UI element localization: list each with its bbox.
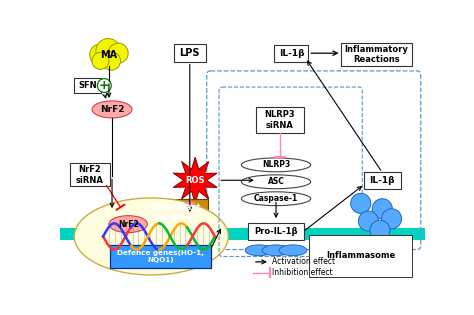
- Text: Inflammatory
Reactions: Inflammatory Reactions: [344, 45, 408, 65]
- Text: Inflammasome: Inflammasome: [326, 251, 395, 260]
- Text: LPS: LPS: [180, 48, 200, 58]
- Circle shape: [102, 52, 120, 70]
- FancyBboxPatch shape: [364, 172, 401, 189]
- Circle shape: [382, 209, 401, 229]
- FancyBboxPatch shape: [274, 45, 309, 62]
- Ellipse shape: [241, 158, 310, 172]
- Circle shape: [372, 199, 392, 219]
- Circle shape: [351, 193, 371, 213]
- FancyBboxPatch shape: [248, 223, 304, 240]
- Text: NLRP3: NLRP3: [262, 160, 290, 169]
- Circle shape: [90, 44, 111, 66]
- Circle shape: [108, 43, 128, 63]
- Text: Pro-IL-1β: Pro-IL-1β: [254, 227, 298, 236]
- Ellipse shape: [279, 245, 307, 256]
- Text: +: +: [99, 79, 109, 92]
- FancyBboxPatch shape: [73, 78, 101, 93]
- Ellipse shape: [262, 245, 290, 256]
- Text: NrF2
siRNA: NrF2 siRNA: [76, 165, 104, 185]
- FancyBboxPatch shape: [173, 44, 206, 62]
- Text: MA: MA: [100, 50, 118, 60]
- Text: Inhibition effect: Inhibition effect: [272, 268, 333, 277]
- Text: SFN: SFN: [78, 81, 97, 90]
- FancyBboxPatch shape: [70, 163, 109, 186]
- Polygon shape: [173, 157, 217, 203]
- Circle shape: [96, 38, 120, 63]
- Ellipse shape: [74, 198, 228, 275]
- Text: NrF2: NrF2: [100, 105, 124, 114]
- Text: IL-1β: IL-1β: [279, 49, 304, 58]
- Ellipse shape: [92, 101, 132, 118]
- FancyBboxPatch shape: [341, 43, 411, 66]
- Ellipse shape: [241, 175, 310, 189]
- Text: Antioxidant
Enzymes: Antioxidant Enzymes: [151, 203, 201, 222]
- Circle shape: [97, 79, 111, 93]
- Text: ROS: ROS: [185, 176, 205, 185]
- Ellipse shape: [109, 216, 147, 232]
- Text: ASC: ASC: [268, 177, 284, 186]
- Text: Defence genes(HO-1,
NQO1): Defence genes(HO-1, NQO1): [117, 250, 204, 263]
- Circle shape: [92, 52, 109, 69]
- Text: IL-1β: IL-1β: [370, 176, 395, 185]
- FancyBboxPatch shape: [109, 245, 211, 268]
- FancyBboxPatch shape: [256, 107, 304, 133]
- Ellipse shape: [241, 192, 310, 206]
- FancyBboxPatch shape: [145, 199, 208, 226]
- Bar: [61, 228, 425, 240]
- Text: NLRP3
siRNA: NLRP3 siRNA: [264, 111, 295, 130]
- Text: Caspase-1: Caspase-1: [254, 194, 298, 203]
- Ellipse shape: [245, 245, 273, 256]
- Text: Activation effect: Activation effect: [272, 257, 335, 266]
- Circle shape: [358, 211, 378, 231]
- Circle shape: [370, 220, 390, 240]
- Text: NrF2: NrF2: [118, 220, 138, 229]
